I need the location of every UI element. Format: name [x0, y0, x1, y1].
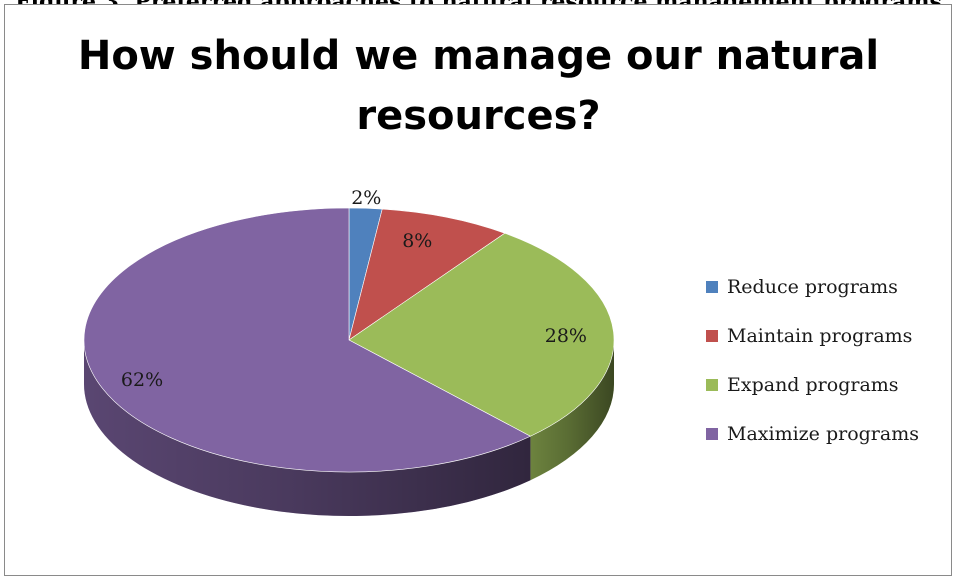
legend-item-maintain: Maintain programs [706, 325, 919, 347]
pie-slice-maintain [348, 208, 506, 341]
legend-swatch-maintain [706, 330, 718, 342]
legend-item-expand: Expand programs [706, 374, 919, 396]
data-label-expand: 28% [545, 325, 587, 347]
data-label-reduce: 2% [351, 187, 381, 209]
chart-title: How should we manage our natural resourc… [0, 26, 957, 146]
legend-label-maintain: Maintain programs [727, 325, 913, 347]
data-label-maintain: 8% [402, 230, 432, 252]
legend: Reduce programs Maintain programs Expand… [706, 276, 919, 472]
legend-label-expand: Expand programs [727, 374, 899, 396]
pie-slices [83, 207, 615, 473]
pie-slice-maximize [83, 207, 532, 473]
legend-swatch-reduce [706, 281, 718, 293]
pie-side-shade-expand [530, 340, 614, 481]
legend-swatch-expand [706, 379, 718, 391]
data-label-maximize: 62% [121, 369, 163, 391]
legend-label-reduce: Reduce programs [727, 276, 898, 298]
pie-side-shade-maximize [84, 340, 531, 517]
pie-slice-expand [348, 232, 615, 437]
chart-title-line-2: resources? [356, 93, 601, 139]
legend-item-reduce: Reduce programs [706, 276, 919, 298]
chart-title-line-1: How should we manage our natural [77, 33, 880, 79]
legend-label-maximize: Maximize programs [727, 423, 919, 445]
legend-item-maximize: Maximize programs [706, 423, 919, 445]
legend-swatch-maximize [706, 428, 718, 440]
pie-data-labels: 2% 8% 28% 62% [121, 187, 587, 391]
pie-sides [84, 340, 614, 517]
